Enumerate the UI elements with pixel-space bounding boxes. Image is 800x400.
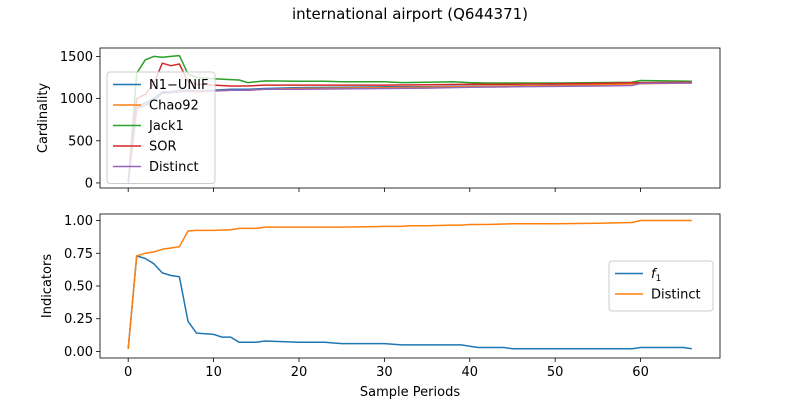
- x-tick-label: 0: [124, 365, 132, 380]
- top-x-ticks: [127, 188, 641, 192]
- bottom-legend-label-distinct: Distinct: [651, 288, 701, 303]
- x-tick-label: 10: [205, 365, 222, 380]
- top-series-line-sor: [127, 62, 692, 183]
- bottom-legend-label-f1: f1: [651, 267, 661, 284]
- top-legend-frame: [106, 71, 216, 184]
- top-series-line-jack1: [127, 54, 692, 183]
- top-legend-label-jack1: Jack1: [148, 119, 184, 134]
- bottom-series-line-distinct: [127, 219, 692, 349]
- x-tick-label: 20: [291, 365, 308, 380]
- bottom-y-axis-label: Indicators: [40, 254, 55, 318]
- top-panel: 0 500 1000 1500 Cardinality N1−UNIF Chao92 Ja…: [36, 47, 721, 192]
- top-y-ticks: 0 500 1000 1500: [60, 50, 100, 191]
- x-tick-label: 50: [547, 365, 564, 380]
- top-legend-label-chao92: Chao92: [149, 99, 199, 114]
- x-tick-label: 60: [632, 365, 649, 380]
- x-tick-label: 40: [462, 365, 479, 380]
- top-legend-label-distinct: Distinct: [149, 160, 199, 175]
- top-axes-frame: [99, 47, 721, 189]
- x-axis-label: Sample Periods: [360, 385, 460, 400]
- bottom-y-tick-label: 0.25: [64, 312, 93, 327]
- bottom-x-ticks: 0 10 20 30 40 50 60: [124, 358, 649, 380]
- bottom-y-ticks: 0.00 0.25 0.50 0.75 1.00: [64, 214, 100, 360]
- bottom-series-line-f1: [127, 255, 692, 350]
- bottom-legend-frame: [608, 260, 714, 312]
- top-y-axis-label: Cardinality: [36, 83, 51, 154]
- bottom-legend: f1 Distinct: [608, 260, 714, 312]
- bottom-y-tick-label: 0.00: [64, 345, 93, 360]
- top-y-tick-label: 1000: [60, 92, 93, 107]
- top-legend: N1−UNIF Chao92 Jack1 SOR Distinct: [106, 71, 216, 184]
- bottom-y-tick-label: 0.75: [64, 247, 93, 262]
- bottom-y-tick-label: 1.00: [64, 214, 93, 229]
- bottom-y-tick-label: 0.50: [64, 280, 93, 295]
- chart-title: international airport (Q644371): [292, 5, 528, 23]
- top-y-tick-label: 0: [85, 176, 93, 191]
- top-legend-label-n1-unif: N1−UNIF: [149, 78, 208, 93]
- top-y-tick-label: 500: [68, 134, 93, 149]
- top-y-tick-label: 1500: [60, 50, 93, 65]
- bottom-panel: 0.00 0.25 0.50 0.75 1.00 0 10 20 30 40 50 60 Indic…: [40, 213, 721, 400]
- x-tick-label: 30: [376, 365, 393, 380]
- bottom-plot-area: [127, 219, 692, 350]
- top-legend-label-sor: SOR: [149, 140, 177, 155]
